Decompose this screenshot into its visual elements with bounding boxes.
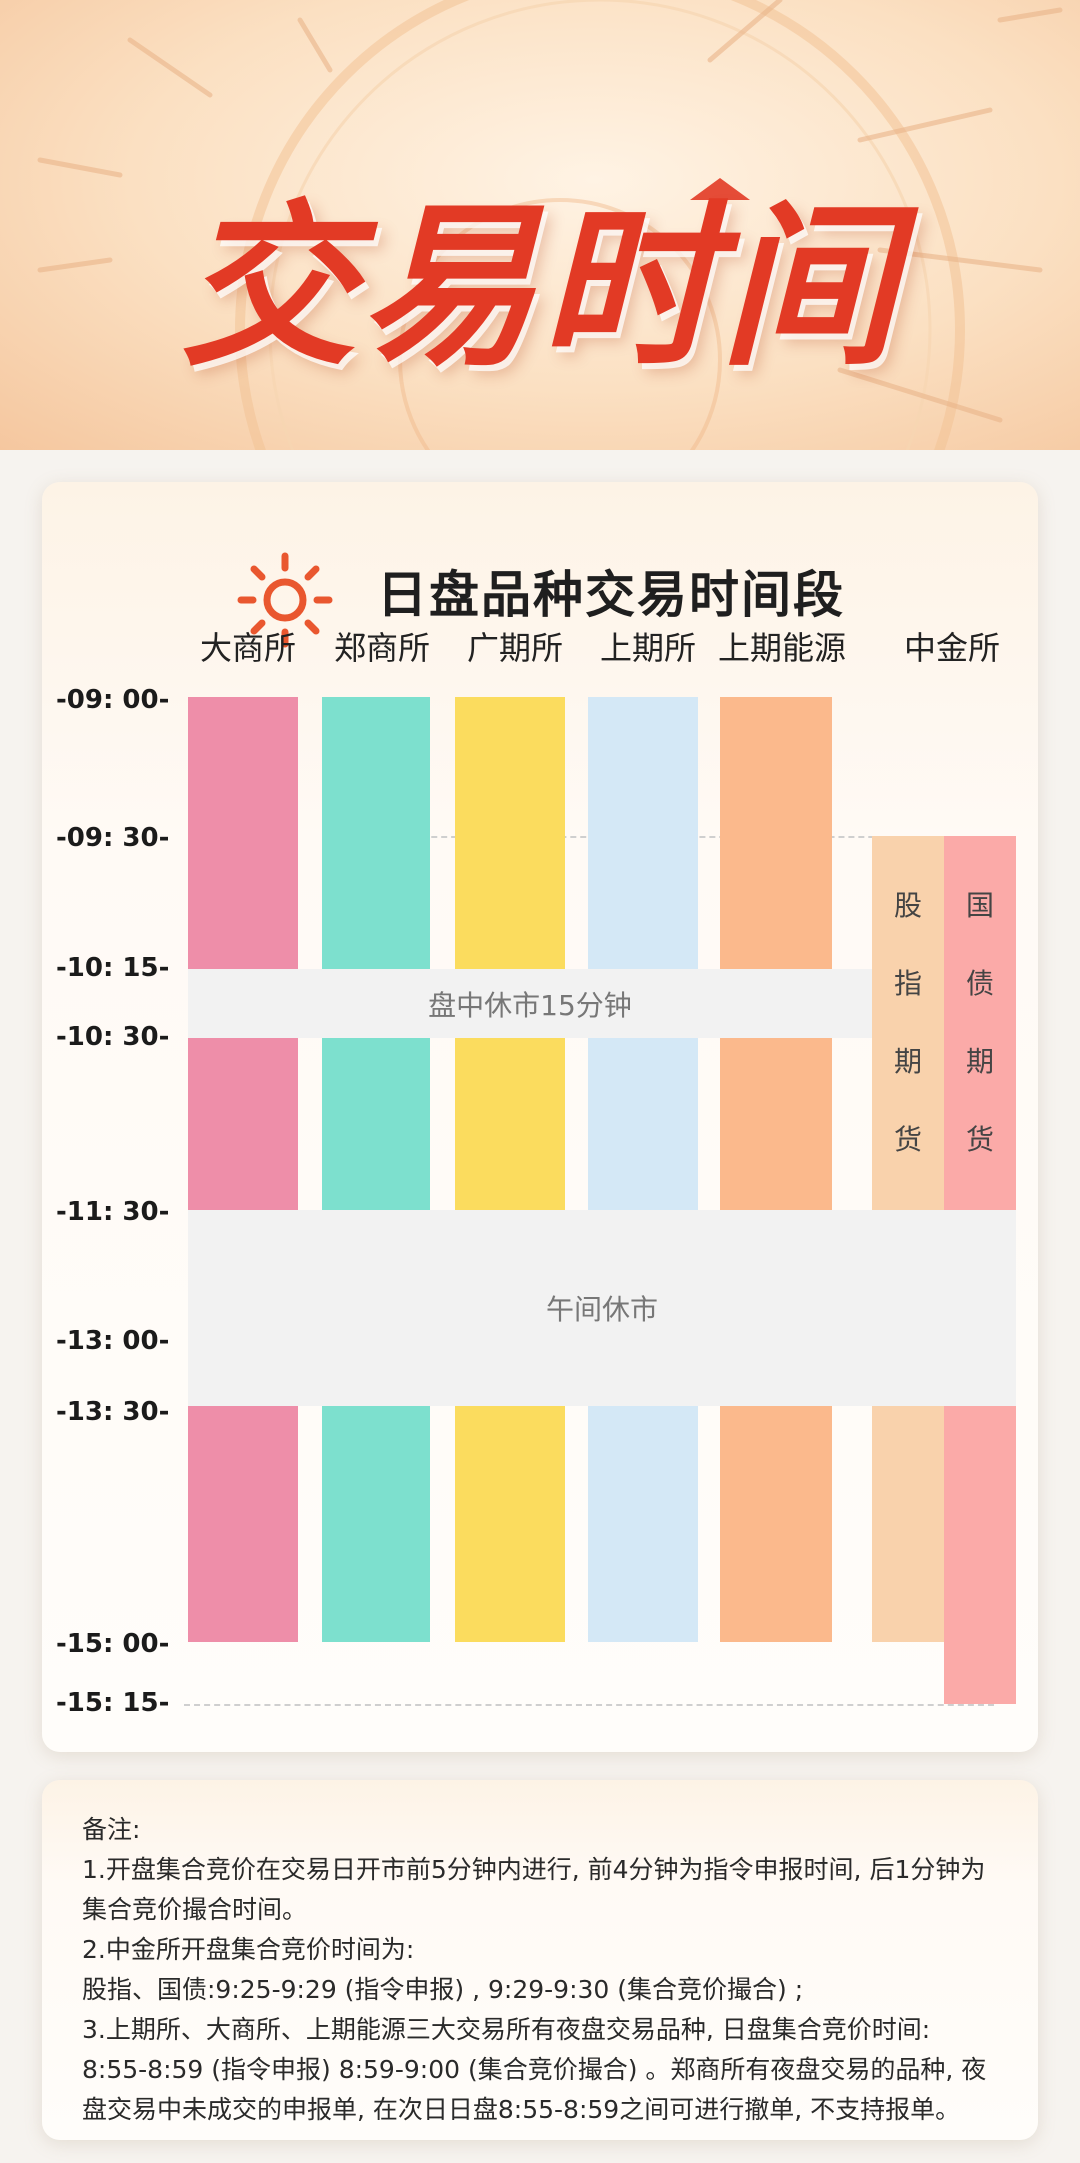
time-label-1300: -13: 00- (56, 1326, 170, 1356)
time-label-0900: -09: 00- (56, 685, 170, 715)
shfe-session-morning-1 (588, 697, 698, 969)
shfe-session-afternoon (588, 1406, 698, 1642)
schedule-title: 日盘品种交易时间段 (377, 566, 845, 624)
notes-line: 1.开盘集合竞价在交易日开市前5分钟内进行, 前4分钟为指令申报时间, 后1分钟… (82, 1855, 986, 1924)
exchange-header-dce: 大商所 (199, 629, 296, 667)
exchange-header-gfex: 广期所 (466, 629, 563, 667)
mid-morning-break: 盘中休市15分钟 (188, 969, 872, 1038)
guide-line-1515 (184, 1704, 994, 1706)
cffex-stock-index-morning (872, 836, 944, 1210)
notes-line: 2.中金所开盘集合竞价时间为: (82, 1935, 415, 1964)
ine-session-morning-1 (720, 697, 832, 969)
time-label-1500: -15: 00- (56, 1629, 170, 1659)
noon-break: 午间休市 (188, 1210, 1016, 1406)
ine-session-morning-2 (720, 1038, 832, 1210)
notes-text: 备注: 1.开盘集合竞价在交易日开市前5分钟内进行, 前4分钟为指令申报时间, … (82, 1810, 1002, 2130)
vertical-label-char: 国 (965, 889, 994, 922)
cffex-bond-label: 国债期货 (964, 892, 996, 1154)
gfex-session-afternoon (455, 1406, 565, 1642)
vertical-label-char: 债 (965, 967, 994, 1000)
cffex-bond-morning (944, 836, 1016, 1210)
time-label-1330: -13: 30- (56, 1397, 170, 1427)
vertical-label-char: 股 (893, 889, 922, 922)
vertical-label-char: 期 (893, 1045, 922, 1078)
time-label-0930: -09: 30- (56, 823, 170, 853)
vertical-label-char: 指 (893, 967, 922, 1000)
vertical-label-char: 期 (965, 1045, 994, 1078)
time-label-1130: -11: 30- (56, 1197, 170, 1227)
czce-session-morning-2 (322, 1038, 430, 1210)
dce-session-morning-2 (188, 1038, 298, 1210)
cffex-stock-index-label: 股指期货 (892, 892, 924, 1154)
gfex-session-morning-2 (455, 1038, 565, 1210)
notes-line: 3.上期所、大商所、上期能源三大交易所有夜盘交易品种, 日盘集合竞价时间: 8:… (82, 2015, 987, 2124)
exchange-header-cffex: 中金所 (903, 629, 1000, 667)
czce-session-afternoon (322, 1406, 430, 1642)
dce-session-afternoon (188, 1406, 298, 1642)
clock-background-graphic (37, 0, 1063, 450)
sun-icon (237, 552, 333, 648)
time-label-1515: -15: 15- (56, 1688, 170, 1718)
czce-session-morning-1 (322, 697, 430, 969)
vertical-label-char: 货 (893, 1123, 922, 1156)
schedule-title-row: 日盘品种交易时间段 (42, 524, 1038, 648)
dce-session-morning-1 (188, 697, 298, 969)
exchange-header-shfe: 上期所 (599, 629, 696, 667)
schedule-card: 日盘品种交易时间段 大商所 郑商所 广期所 上期所 上期能源 中金所 -09: … (42, 482, 1038, 1752)
exchange-header-czce: 郑商所 (333, 629, 430, 667)
vertical-label-char: 货 (965, 1123, 994, 1156)
notes-line: 备注: (82, 1815, 141, 1844)
noon-break-label: 午间休市 (545, 1293, 658, 1326)
exchange-header-ine: 上期能源 (717, 629, 846, 667)
notes-card: 备注: 1.开盘集合竞价在交易日开市前5分钟内进行, 前4分钟为指令申报时间, … (42, 1780, 1038, 2140)
notes-line: 股指、国债:9:25-9:29 (指令申报) , 9:29-9:30 (集合竞价… (82, 1975, 804, 2004)
ine-session-afternoon (720, 1406, 832, 1642)
mid-morning-break-label: 盘中休市15分钟 (428, 988, 632, 1022)
gfex-session-morning-1 (455, 697, 565, 969)
time-label-1015: -10: 15- (56, 953, 170, 983)
shfe-session-morning-2 (588, 1038, 698, 1210)
time-label-1030: -10: 30- (56, 1022, 170, 1052)
banner-title: 交易时间 (179, 185, 900, 390)
header-banner: 交易时间 (0, 0, 1080, 450)
